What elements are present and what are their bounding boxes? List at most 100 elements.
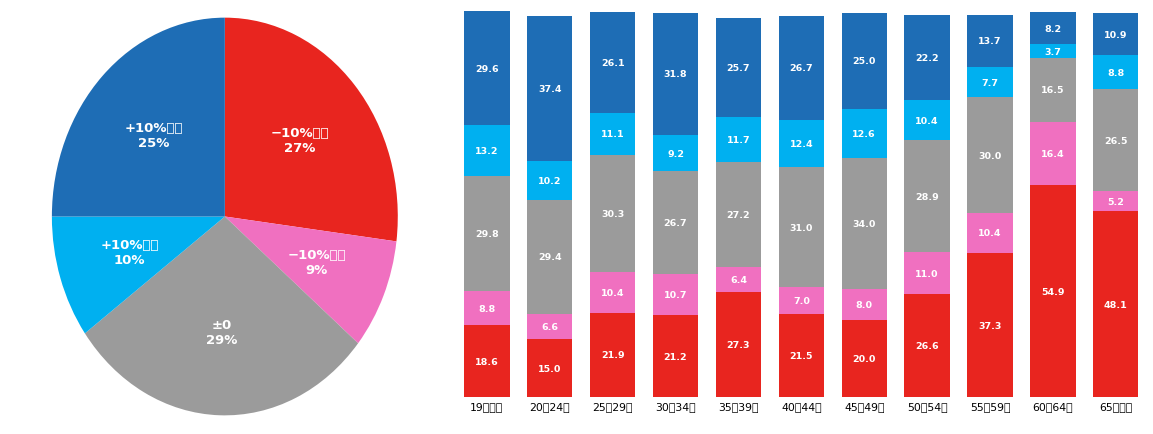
- Bar: [590, 156, 635, 273]
- Text: 28.9: 28.9: [915, 192, 939, 201]
- Text: ±0
29%: ±0 29%: [206, 318, 238, 346]
- Text: 29.6: 29.6: [475, 65, 499, 73]
- Bar: [527, 17, 572, 161]
- Text: 54.9: 54.9: [1041, 287, 1064, 296]
- Text: 31.0: 31.0: [790, 223, 813, 232]
- Wedge shape: [52, 217, 225, 334]
- Bar: [1031, 122, 1076, 186]
- Bar: [716, 267, 761, 292]
- Text: 31.8: 31.8: [664, 70, 687, 79]
- Text: 13.2: 13.2: [475, 147, 498, 156]
- Text: 13.7: 13.7: [978, 37, 1002, 46]
- Wedge shape: [85, 217, 359, 415]
- Bar: [778, 168, 824, 287]
- Bar: [1093, 192, 1138, 212]
- Text: 26.7: 26.7: [664, 218, 687, 227]
- Wedge shape: [52, 19, 225, 217]
- Text: 37.4: 37.4: [538, 85, 562, 94]
- Bar: [904, 16, 950, 101]
- Bar: [967, 16, 1012, 68]
- Bar: [653, 274, 699, 316]
- Bar: [527, 339, 572, 397]
- Text: 27.2: 27.2: [726, 210, 751, 220]
- Text: 30.3: 30.3: [601, 210, 624, 219]
- Text: 30.0: 30.0: [979, 151, 1002, 160]
- Text: 7.0: 7.0: [793, 296, 809, 306]
- Bar: [465, 177, 510, 292]
- Bar: [465, 12, 510, 126]
- Bar: [653, 136, 699, 171]
- Text: +10%未満
10%: +10%未満 10%: [100, 239, 159, 266]
- Bar: [778, 120, 824, 168]
- Text: 16.4: 16.4: [1041, 150, 1064, 158]
- Bar: [904, 101, 950, 141]
- Bar: [967, 68, 1012, 98]
- Text: 8.8: 8.8: [1107, 69, 1124, 77]
- Text: 6.6: 6.6: [541, 322, 558, 331]
- Text: 8.2: 8.2: [1045, 24, 1062, 33]
- Text: 16.5: 16.5: [1041, 86, 1064, 95]
- Text: 26.6: 26.6: [915, 342, 939, 350]
- Bar: [1031, 13, 1076, 45]
- Text: −10%未満
9%: −10%未満 9%: [287, 249, 346, 276]
- Bar: [842, 110, 887, 158]
- Text: 37.3: 37.3: [978, 321, 1002, 330]
- Text: 26.1: 26.1: [601, 59, 625, 68]
- Text: 6.4: 6.4: [730, 275, 747, 284]
- Text: 25.0: 25.0: [852, 57, 876, 66]
- Text: 12.6: 12.6: [852, 130, 876, 138]
- Text: 15.0: 15.0: [538, 364, 562, 373]
- Text: 3.7: 3.7: [1045, 47, 1061, 56]
- Text: 10.4: 10.4: [978, 229, 1002, 238]
- Bar: [1093, 212, 1138, 397]
- Bar: [842, 320, 887, 397]
- Text: 21.5: 21.5: [790, 351, 813, 360]
- Bar: [653, 171, 699, 274]
- Bar: [778, 314, 824, 397]
- Bar: [904, 252, 950, 295]
- Bar: [465, 292, 510, 326]
- Bar: [590, 273, 635, 313]
- Text: 29.4: 29.4: [538, 253, 562, 262]
- Text: 9.2: 9.2: [668, 149, 684, 158]
- Bar: [716, 19, 761, 118]
- Bar: [1093, 14, 1138, 56]
- Text: 26.5: 26.5: [1105, 136, 1128, 145]
- Text: 11.0: 11.0: [915, 269, 939, 278]
- Bar: [842, 289, 887, 320]
- Bar: [1031, 59, 1076, 122]
- Text: 27.3: 27.3: [726, 340, 751, 349]
- Text: 34.0: 34.0: [852, 219, 876, 228]
- Text: 11.1: 11.1: [601, 130, 625, 139]
- Bar: [465, 326, 510, 397]
- Wedge shape: [225, 19, 398, 242]
- Text: 5.2: 5.2: [1107, 197, 1124, 207]
- Text: 18.6: 18.6: [475, 357, 499, 366]
- Bar: [1031, 45, 1076, 59]
- Bar: [1093, 90, 1138, 192]
- Bar: [1031, 186, 1076, 397]
- Wedge shape: [225, 217, 397, 343]
- Bar: [716, 292, 761, 397]
- Text: 10.7: 10.7: [664, 290, 687, 299]
- Text: 11.7: 11.7: [726, 135, 751, 145]
- Bar: [716, 118, 761, 163]
- Bar: [527, 161, 572, 201]
- Text: 22.2: 22.2: [915, 54, 939, 63]
- Text: 25.7: 25.7: [726, 63, 751, 72]
- Text: −10%以上
27%: −10%以上 27%: [271, 127, 330, 155]
- Bar: [590, 313, 635, 397]
- Bar: [653, 316, 699, 397]
- Text: 21.9: 21.9: [601, 351, 625, 359]
- Text: 12.4: 12.4: [790, 140, 813, 148]
- Bar: [527, 314, 572, 339]
- Text: 21.2: 21.2: [664, 352, 687, 361]
- Bar: [590, 13, 635, 113]
- Text: 7.7: 7.7: [981, 79, 998, 88]
- Bar: [716, 163, 761, 267]
- Text: 26.7: 26.7: [790, 64, 813, 73]
- Text: 10.9: 10.9: [1105, 30, 1128, 39]
- Text: 48.1: 48.1: [1103, 300, 1128, 309]
- Text: 8.8: 8.8: [478, 304, 496, 313]
- Bar: [590, 113, 635, 156]
